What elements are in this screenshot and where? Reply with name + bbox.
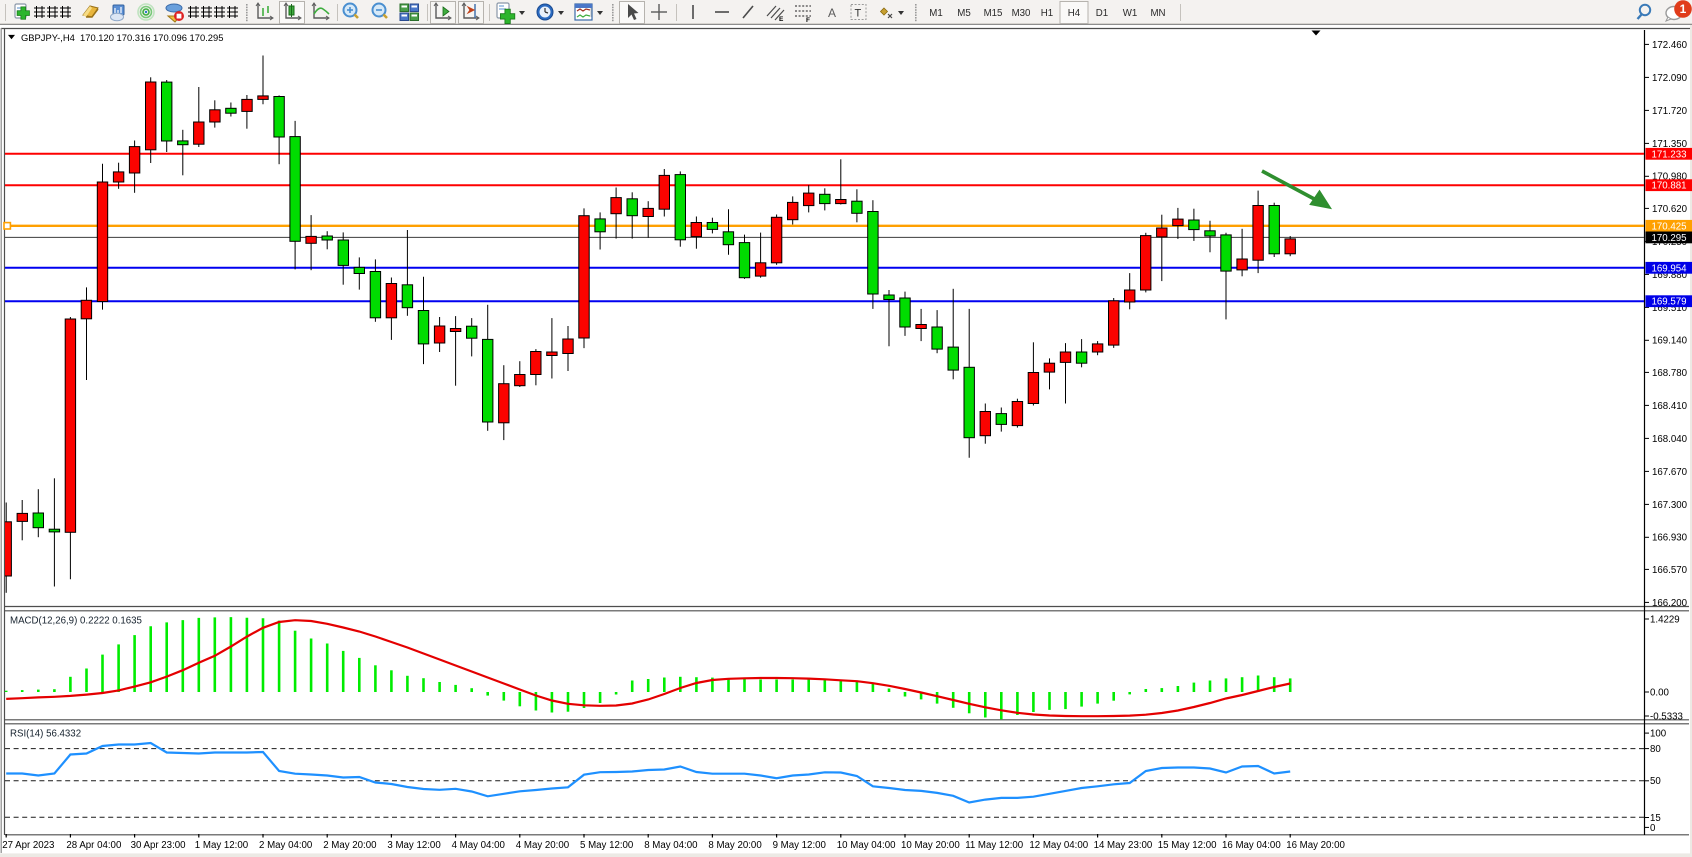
svg-text:169.579: 169.579 (1652, 297, 1687, 308)
svg-text:RSI(14) 56.4332: RSI(14) 56.4332 (10, 729, 81, 740)
svg-text:168.780: 168.780 (1652, 368, 1688, 379)
svg-text:172.460: 172.460 (1652, 40, 1688, 51)
svg-text:8 May 20:00: 8 May 20:00 (708, 840, 762, 851)
svg-text:W1: W1 (1123, 8, 1138, 19)
svg-text:169.140: 169.140 (1652, 336, 1688, 347)
svg-text:170.881: 170.881 (1652, 181, 1687, 192)
svg-text:10 May 20:00: 10 May 20:00 (901, 840, 960, 851)
svg-text:1 May 12:00: 1 May 12:00 (195, 840, 249, 851)
svg-text:28 Apr 04:00: 28 Apr 04:00 (66, 840, 122, 851)
svg-text:0: 0 (1650, 823, 1656, 834)
svg-text:27 Apr 2023: 27 Apr 2023 (2, 840, 54, 851)
svg-text:MN: MN (1150, 8, 1165, 19)
svg-text:H4: H4 (1068, 8, 1081, 19)
svg-text:15 May 12:00: 15 May 12:00 (1158, 840, 1217, 851)
svg-text:170.425: 170.425 (1652, 221, 1687, 232)
svg-text:166.570: 166.570 (1652, 565, 1688, 576)
svg-text:D1: D1 (1096, 8, 1108, 19)
svg-text:9 May 12:00: 9 May 12:00 (773, 840, 827, 851)
svg-text:GBPJPY-,H4 170.120 170.316 17: GBPJPY-,H4 170.120 170.316 170.096 170.2… (21, 32, 223, 43)
svg-text:80: 80 (1650, 744, 1661, 755)
svg-text:167.300: 167.300 (1652, 500, 1688, 511)
svg-text:-0.5333: -0.5333 (1650, 711, 1683, 722)
svg-text:M5: M5 (957, 8, 970, 19)
svg-text:14 May 23:00: 14 May 23:00 (1094, 840, 1153, 851)
svg-text:0.00: 0.00 (1650, 687, 1669, 698)
svg-text:5 May 12:00: 5 May 12:00 (580, 840, 634, 851)
svg-text:15: 15 (1650, 813, 1661, 824)
svg-text:30 Apr 23:00: 30 Apr 23:00 (131, 840, 187, 851)
svg-text:E: E (779, 16, 784, 23)
svg-text:M30: M30 (1012, 8, 1031, 19)
svg-text:167.670: 167.670 (1652, 467, 1688, 478)
svg-text:166.930: 166.930 (1652, 533, 1688, 544)
svg-text:F: F (806, 17, 810, 24)
svg-text:168.410: 168.410 (1652, 401, 1688, 412)
svg-text:11 May 12:00: 11 May 12:00 (965, 840, 1024, 851)
svg-text:M15: M15 (984, 8, 1003, 19)
svg-text:MACD(12,26,9) 0.2222 0.1635: MACD(12,26,9) 0.2222 0.1635 (10, 616, 142, 627)
svg-text:2 May 20:00: 2 May 20:00 (323, 840, 377, 851)
svg-text:170.295: 170.295 (1652, 233, 1687, 244)
svg-text:1.4229: 1.4229 (1650, 614, 1680, 625)
svg-text:166.200: 166.200 (1652, 598, 1688, 609)
svg-text:170.980: 170.980 (1652, 172, 1688, 183)
svg-text:M1: M1 (929, 8, 942, 19)
svg-text:16 May 20:00: 16 May 20:00 (1286, 840, 1345, 851)
svg-text:8 May 04:00: 8 May 04:00 (644, 840, 698, 851)
svg-text:4 May 20:00: 4 May 20:00 (516, 840, 570, 851)
svg-text:16 May 04:00: 16 May 04:00 (1222, 840, 1281, 851)
svg-text:12 May 04:00: 12 May 04:00 (1029, 840, 1088, 851)
svg-text:A: A (828, 6, 836, 20)
svg-text:H1: H1 (1041, 8, 1053, 19)
svg-text:171.350: 171.350 (1652, 139, 1688, 150)
svg-text:3 May 12:00: 3 May 12:00 (387, 840, 441, 851)
svg-text:50: 50 (1650, 776, 1661, 787)
svg-text:100: 100 (1650, 729, 1667, 740)
svg-text:169.510: 169.510 (1652, 303, 1688, 314)
svg-text:171.233: 171.233 (1652, 149, 1687, 160)
svg-text:169.954: 169.954 (1652, 263, 1688, 274)
svg-text:168.040: 168.040 (1652, 434, 1688, 445)
svg-text:T: T (855, 8, 862, 20)
svg-text:170.620: 170.620 (1652, 204, 1688, 215)
svg-text:2 May 04:00: 2 May 04:00 (259, 840, 313, 851)
svg-text:1: 1 (1680, 2, 1687, 16)
svg-text:172.090: 172.090 (1652, 73, 1688, 84)
svg-text:4 May 04:00: 4 May 04:00 (452, 840, 506, 851)
svg-text:169.880: 169.880 (1652, 270, 1688, 281)
svg-text:171.720: 171.720 (1652, 106, 1688, 117)
svg-text:10 May 04:00: 10 May 04:00 (837, 840, 896, 851)
